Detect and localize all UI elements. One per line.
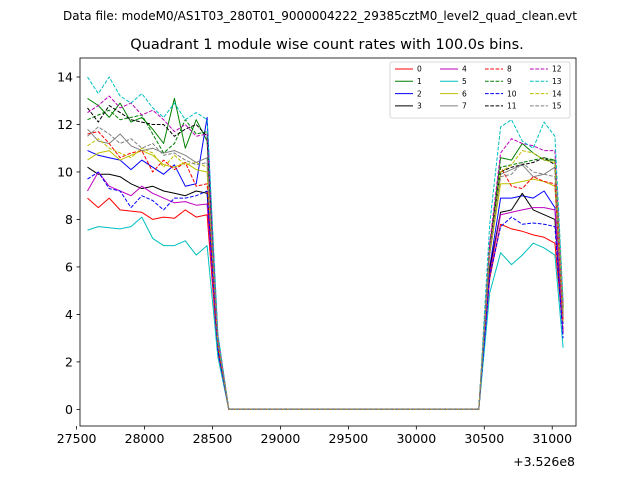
legend-label-15: 15 [552,102,562,111]
y-tick-label: 8 [65,212,73,227]
y-tick-label: 12 [57,117,73,132]
x-tick-label: 28500 [193,431,233,446]
legend-label-2: 2 [417,89,422,98]
legend-label-14: 14 [552,89,562,98]
legend-label-1: 1 [417,77,422,86]
legend-label-4: 4 [462,65,467,74]
series-line-3 [87,166,564,410]
y-tick-label: 2 [65,354,73,369]
chart-title: Quadrant 1 module wise count rates with … [130,37,524,53]
y-tick-label: 4 [65,307,73,322]
legend-label-7: 7 [462,102,467,111]
legend-label-13: 13 [552,77,562,86]
x-tick-label: 31000 [532,431,572,446]
legend-box [389,61,571,119]
y-tick-label: 14 [57,69,73,84]
x-tick-label: 29500 [329,431,369,446]
legend-label-10: 10 [507,89,517,98]
legend-label-3: 3 [417,102,422,111]
axes-layer: 27500 28000 28500 29000 29500 30000 30500 31000… [57,57,577,446]
legend-label-8: 8 [507,65,512,74]
x-tick-label: 30500 [464,431,504,446]
x-tick-label: 30000 [396,431,436,446]
x-tick-label: 29000 [261,431,301,446]
y-tick-label: 6 [65,259,73,274]
legend-label-0: 0 [417,65,422,74]
figure-suptitle: Data file: modeM0/AS1T03_280T01_90000042… [63,9,577,23]
legend-label-6: 6 [462,89,467,98]
legend-label-5: 5 [462,77,467,86]
y-tick-label: 0 [65,402,73,417]
legend-label-12: 12 [552,65,562,74]
plot-frame [79,57,577,427]
series-line-5 [87,216,564,410]
series-layer [87,76,564,410]
series-line-14 [87,138,564,410]
y-tick-label: 10 [57,164,73,179]
series-line-15 [87,126,564,410]
x-tick-label: 28000 [125,431,165,446]
legend-label-11: 11 [507,102,517,111]
legend-label-9: 9 [507,77,512,86]
x-tick-label: 27500 [57,431,97,446]
x-axis-offset-label: +3.526e8 [513,454,575,469]
